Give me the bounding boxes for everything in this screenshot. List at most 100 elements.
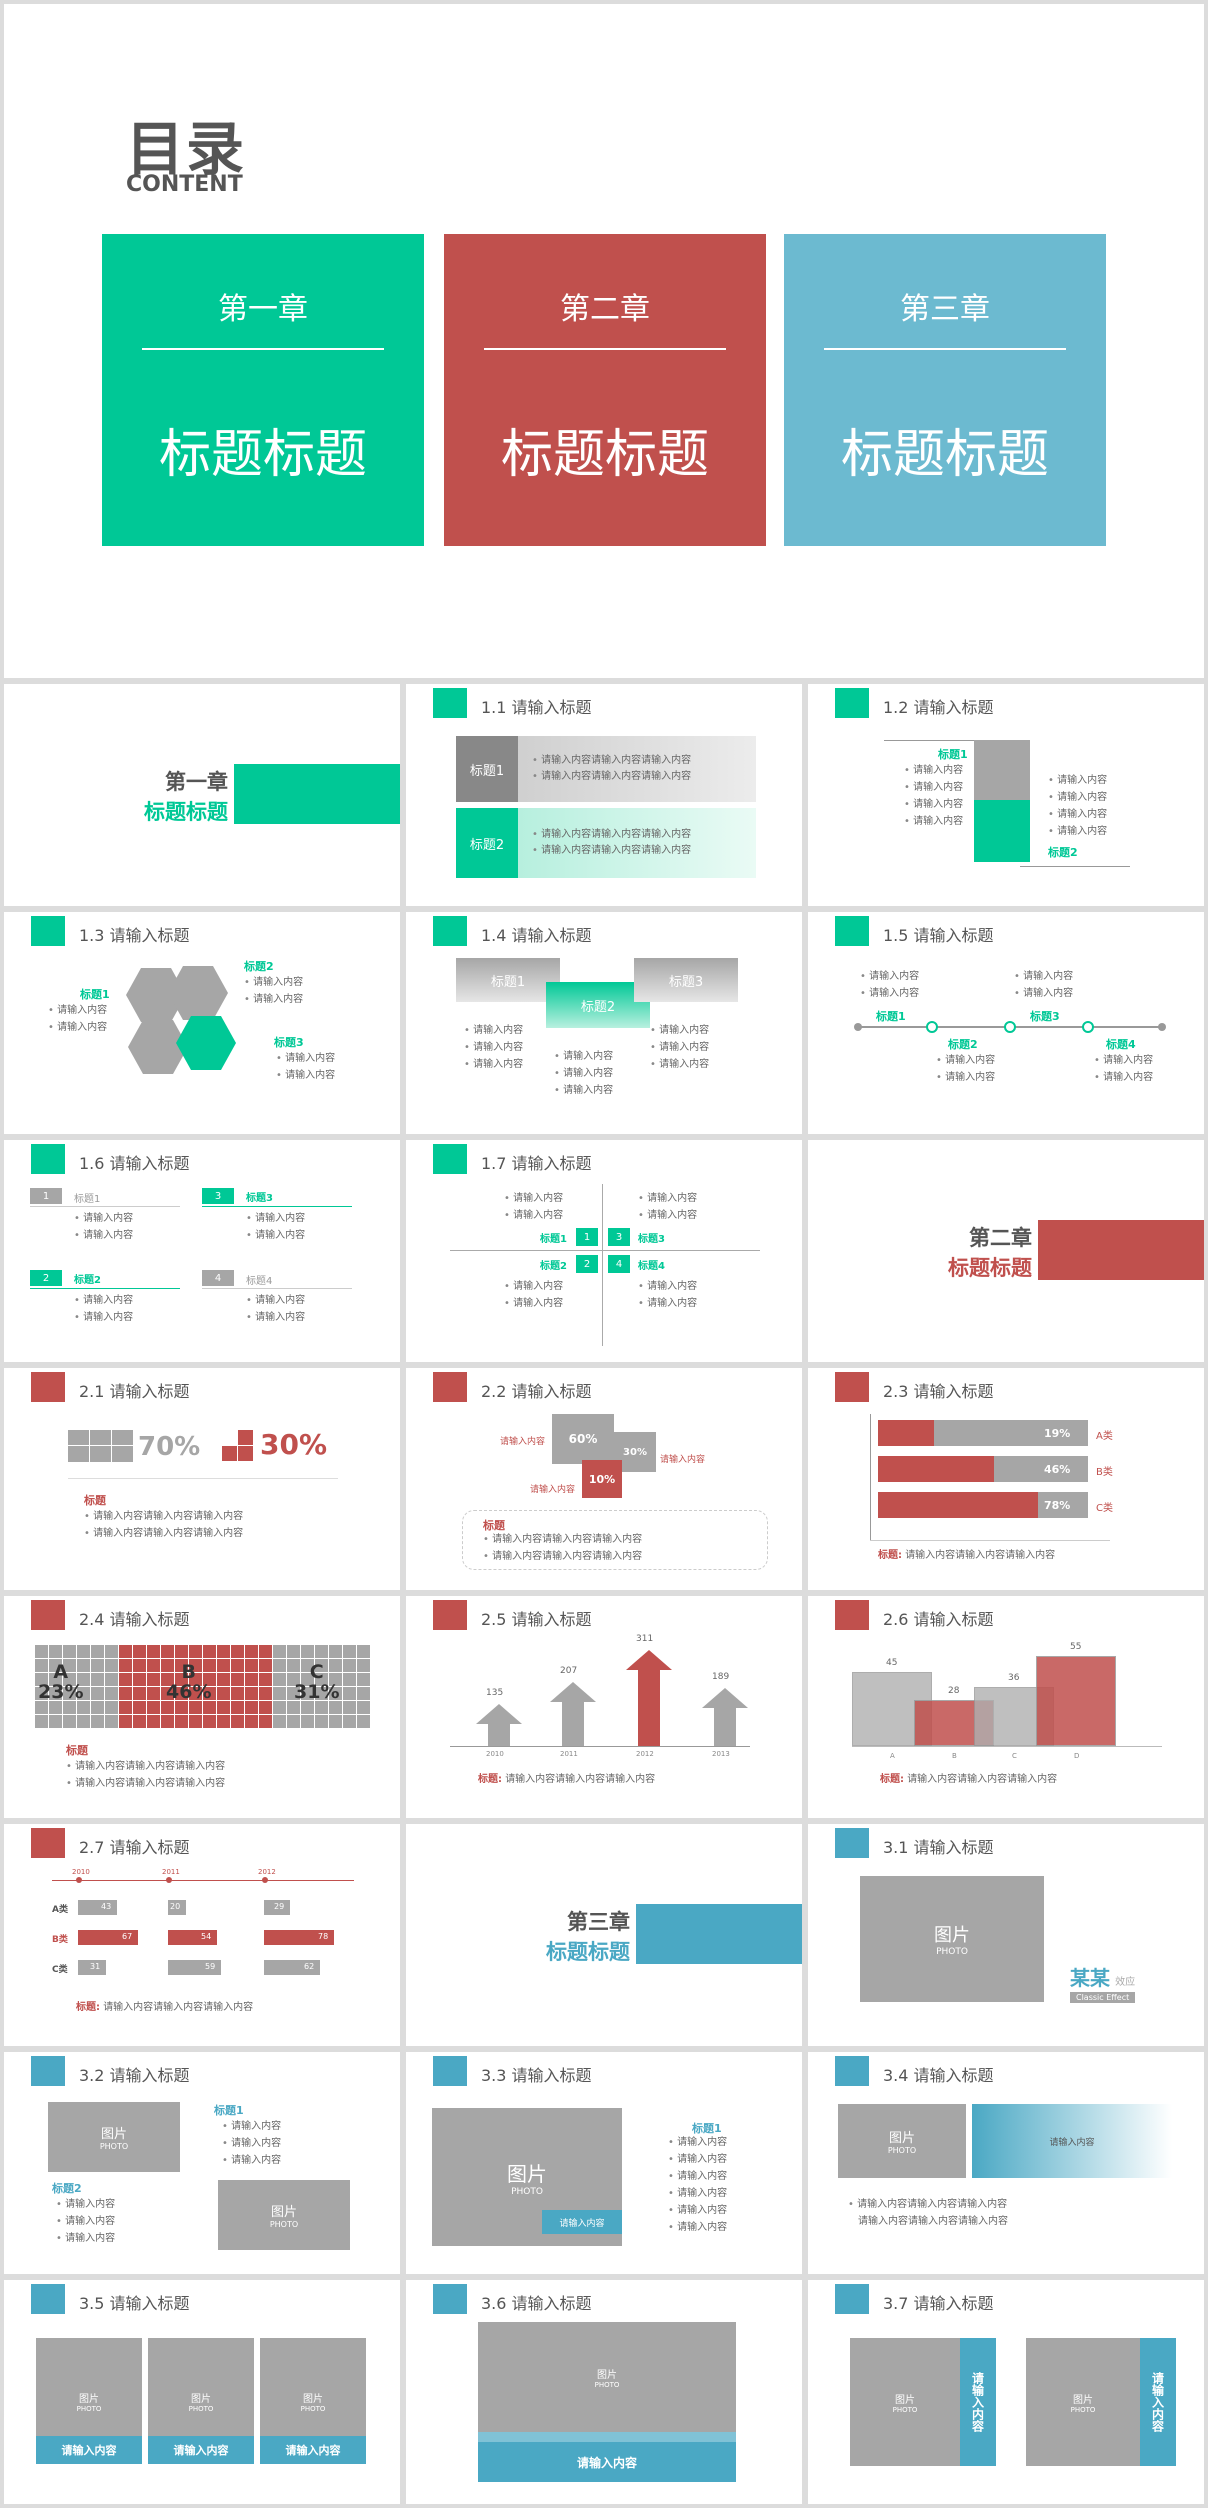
section-slide-2[interactable]: 第二章 标题标题: [808, 1140, 1204, 1362]
bar-value: 59: [205, 1962, 216, 1971]
bar: [78, 1960, 106, 1975]
item-3-line: [202, 1206, 352, 1207]
slide-1-5[interactable]: 1.5 请输入标题 请输入内容请输入内容 标题1 标题2 请输入内容请输入内容 …: [808, 912, 1204, 1134]
slide-3-1[interactable]: 3.1 请输入标题 图片 PHOTO 某某 效应 Classic Effect: [808, 1824, 1204, 2046]
photo-sublabel: PHOTO: [892, 2405, 918, 2414]
photo-placeholder: 图片 PHOTO: [860, 1876, 1044, 2002]
arrow-head: [626, 1650, 672, 1670]
slide-2-1[interactable]: 2.1 请输入标题 70% 30% 标题 请输入内容请输入内容请输入内容请输入内…: [4, 1368, 400, 1590]
section-slide-3[interactable]: 第三章 标题标题: [406, 1824, 802, 2046]
slide-2-6[interactable]: 2.6 请输入标题 45 A 28 B 36 C 55 D 标题: 请输入内容请输入内容请输入…: [808, 1596, 1204, 1818]
chapter-card-3-label: 第三章: [900, 292, 990, 327]
slide-3-2[interactable]: 3.2 请输入标题 图片 PHOTO 图片 PHOTO 标题1 请输入内容请输入…: [4, 2052, 400, 2274]
photo-sublabel: PHOTO: [511, 2186, 543, 2197]
chapter-card-3-title: 标题标题: [840, 425, 1049, 485]
list-item: 请输入内容: [1094, 1052, 1153, 1069]
header-square: [31, 1828, 65, 1858]
photo-sublabel: PHOTO: [76, 2404, 102, 2413]
photo-label: 图片: [191, 2393, 211, 2405]
arrow-value: 311: [636, 1634, 654, 1644]
slide-3-6[interactable]: 3.6 请输入标题 图片 PHOTO 请输入内容: [406, 2280, 802, 2504]
header-square: [835, 1828, 869, 1858]
hex-3: [168, 966, 228, 1020]
chapter-card-2[interactable]: 第二章 标题标题: [444, 234, 766, 546]
timeline-dot: [1004, 1021, 1016, 1033]
bar-value: 43: [101, 1902, 112, 1911]
row-label: C类: [52, 1965, 68, 1975]
header-square: [433, 1372, 467, 1402]
slide-title: 2.7 请输入标题: [79, 1838, 190, 1857]
slide-1-1[interactable]: 1.1 请输入标题 标题1 请输入内容请输入内容请输入内容 请输入内容请输入内容…: [406, 684, 802, 906]
bar-value: 20: [170, 1902, 181, 1911]
list-item: 请输入内容: [554, 1065, 613, 1082]
list-1: 请输入内容 请输入内容 请输入内容: [464, 1022, 523, 1073]
list-item: 请输入内容: [650, 1039, 709, 1056]
bottom-line: [1020, 866, 1130, 867]
chapter-card-1[interactable]: 第一章 标题标题: [102, 234, 424, 546]
slide-2-3[interactable]: 2.3 请输入标题 19% A类 46% B类 78% C类 标题: 请输入内容请输入内容…: [808, 1368, 1204, 1590]
list-1: 请输入内容 请输入内容: [48, 1002, 107, 1036]
slide-3-3[interactable]: 3.3 请输入标题 图片 PHOTO 请输入内容 标题1 请输入内容请输入内容请…: [406, 2052, 802, 2274]
list-item: 请输入内容: [904, 813, 963, 830]
slide-3-7[interactable]: 3.7 请输入标题 图片 PHOTO 请输入内容 图片 PHOTO 请输入内容: [808, 2280, 1204, 2504]
header-square: [433, 916, 467, 946]
grid-a: [34, 1644, 118, 1728]
slide-2-4[interactable]: 2.4 请输入标题 A23% B46% C31% 标题 请输入内容请输入内容请输…: [4, 1596, 400, 1818]
arrow-value: 207: [560, 1666, 578, 1676]
photo-label: 图片: [597, 2369, 617, 2381]
item-1-list: 请输入内容请输入内容: [74, 1210, 133, 1244]
slide-2-2[interactable]: 2.2 请输入标题 60% 30% 10% 请输入内容 请输入内容 请输入内容 …: [406, 1368, 802, 1590]
slide-title: 1.1 请输入标题: [481, 698, 592, 717]
list-item: 请输入内容: [668, 2202, 727, 2219]
photo-band: [478, 2432, 736, 2442]
footnote-label: 标题:: [878, 1550, 902, 1561]
footnote: 标题: 请输入内容请输入内容请输入内容: [880, 1770, 1057, 1785]
photo-sublabel: PHOTO: [936, 1947, 968, 1957]
value-2: 30%: [260, 1428, 328, 1461]
bar-label: C类: [1096, 1503, 1113, 1514]
bar: [168, 1930, 217, 1945]
photo-2: 图片 PHOTO: [218, 2180, 350, 2250]
section-3-chapter: 第三章: [567, 1910, 630, 1934]
section-slide-1[interactable]: 第一章 标题标题: [4, 684, 400, 906]
slide-1-2[interactable]: 1.2 请输入标题 标题1 请输入内容 请输入内容 请输入内容 请输入内容 请输…: [808, 684, 1204, 906]
list-item: 请输入内容: [1094, 1069, 1153, 1086]
section-2-chapter: 第二章: [969, 1226, 1032, 1250]
header-square: [31, 2056, 65, 2086]
timeline-end-dot: [1158, 1023, 1166, 1031]
slide-2-5[interactable]: 2.5 请输入标题 135 2010 207 2011 311 2012 189 2013 标…: [406, 1596, 802, 1818]
slide-title: 2.4 请输入标题: [79, 1610, 190, 1629]
annotation-3: 请输入内容: [530, 1485, 576, 1495]
slide-1-7[interactable]: 1.7 请输入标题 1 3 2 4 标题1 标题3 标题2 标题4 请输入内容请…: [406, 1140, 802, 1362]
label-2: 标题2: [52, 2182, 82, 2195]
top-line: [884, 740, 974, 741]
bar-value: 29: [274, 1902, 285, 1911]
bar-category: A: [890, 1752, 895, 1760]
chapter-card-3[interactable]: 第三章 标题标题: [784, 234, 1106, 546]
slide-title: 3.4 请输入标题: [883, 2066, 994, 2085]
photo-card-2-caption: 请输入内容: [148, 2436, 254, 2464]
red-block-3: [238, 1430, 253, 1445]
slide-3-5[interactable]: 3.5 请输入标题 图片 PHOTO 请输入内容 图片 PHOTO 请输入内容 图片…: [4, 2280, 400, 2504]
arrow-year: 2013: [712, 1750, 730, 1758]
label: 标题: [66, 1744, 88, 1757]
slide-1-4[interactable]: 1.4 请输入标题 标题1 标题2 标题3 请输入内容 请输入内容 请输入内容 …: [406, 912, 802, 1134]
bar-value: 45: [886, 1658, 898, 1668]
photo-label: 图片: [507, 2161, 547, 2186]
bar-value: 46%: [1044, 1463, 1071, 1476]
photo-label: 图片: [303, 2393, 323, 2405]
list-item: 请输入内容: [74, 1309, 133, 1326]
bar: [264, 1930, 334, 1945]
block-top: [974, 740, 1030, 800]
chapter-card-2-label: 第二章: [560, 292, 650, 327]
footnote-text: 请输入内容请输入内容请输入内容: [907, 1774, 1058, 1785]
red-block-1: [222, 1446, 237, 1461]
section-3-bar: [636, 1904, 802, 1964]
slide-2-7[interactable]: 2.7 请输入标题 2010 2011 2012 A类 43 20 29 B类 67 54 78 C类…: [4, 1824, 400, 2046]
slide-3-4[interactable]: 3.4 请输入标题 图片 PHOTO 请输入内容 请输入内容请输入内容请输入内容…: [808, 2052, 1204, 2274]
slide-1-3[interactable]: 1.3 请输入标题 标题1 请输入内容 请输入内容 标题2 请输入内容 请输入内…: [4, 912, 400, 1134]
slide-1-6[interactable]: 1.6 请输入标题 1 标题1 请输入内容请输入内容 3 标题3 请输入内容请输…: [4, 1140, 400, 1362]
cell-b-value: 46%: [166, 1681, 212, 1703]
